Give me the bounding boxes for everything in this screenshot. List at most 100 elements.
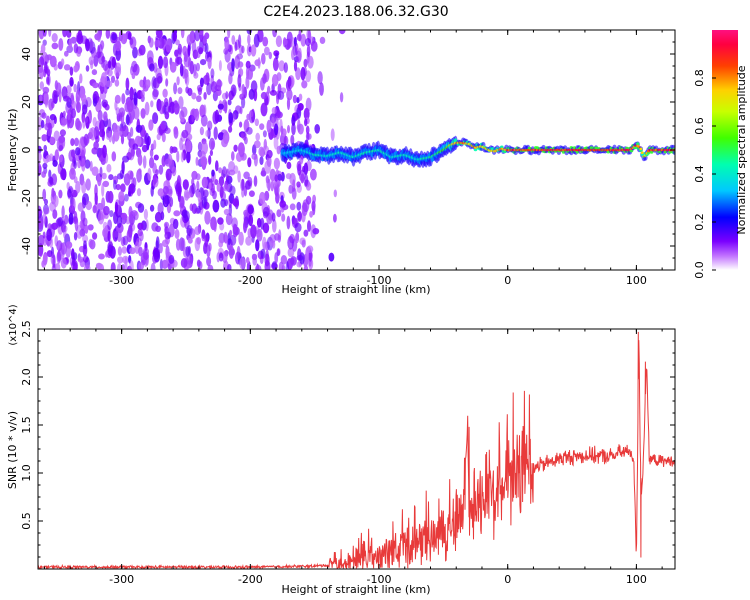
heatmap-cell <box>195 156 199 166</box>
heatmap-cell <box>168 254 175 264</box>
x-tick-label: -200 <box>238 573 263 586</box>
heatmap-cell <box>161 259 169 269</box>
heatmap-cell <box>188 57 192 72</box>
heatmap-cell <box>285 261 289 270</box>
heatmap-cell <box>154 39 161 48</box>
heatmap-cell <box>173 126 178 135</box>
heatmap-cell <box>101 197 106 210</box>
heatmap-cell <box>118 191 125 202</box>
heatmap-cell <box>61 118 68 126</box>
heatmap-cell <box>42 188 47 202</box>
heatmap-cell <box>52 209 58 220</box>
heatmap-cell <box>298 30 302 42</box>
heatmap-cell <box>297 248 302 261</box>
heatmap-cell <box>255 264 262 270</box>
heatmap-cell <box>92 82 99 89</box>
heatmap-cell <box>305 38 311 46</box>
heatmap-cell <box>123 33 127 43</box>
heatmap-cell <box>251 153 258 160</box>
x-tick-label: -200 <box>238 274 263 287</box>
heatmap-cell <box>151 76 157 90</box>
heatmap-cell <box>259 255 264 264</box>
heatmap-cell <box>141 144 148 153</box>
bottom-y-axis: 0.5 1.0 1.5 2.0 2.5 <box>20 320 675 570</box>
heatmap-cell <box>287 247 295 258</box>
heatmap-cell <box>105 80 113 88</box>
heatmap-cell <box>98 263 105 270</box>
heatmap-cell <box>204 210 211 225</box>
heatmap-cell <box>114 40 122 52</box>
heatmap-cell <box>142 247 150 256</box>
heatmap-cell <box>41 134 48 142</box>
heatmap-cell <box>239 121 243 128</box>
heatmap-cell <box>169 61 177 73</box>
heatmap-cell <box>199 104 206 118</box>
heatmap-cell <box>140 108 146 119</box>
heatmap-cell <box>120 183 126 193</box>
heatmap-cell <box>132 143 139 150</box>
heatmap-cell <box>292 94 297 104</box>
snr-panel: -300 -200 -100 0 100 0.5 1.0 1.5 2.0 2.5 Height … <box>6 304 676 596</box>
heatmap-cell <box>305 132 310 141</box>
heatmap-cell <box>272 57 279 72</box>
heatmap-cell <box>204 234 209 248</box>
heatmap-cell <box>230 84 237 97</box>
heatmap-cell <box>93 93 97 102</box>
heatmap-cell <box>280 125 284 135</box>
heatmap-cell <box>310 40 318 52</box>
heatmap-cell <box>298 47 302 62</box>
heatmap-cell <box>89 127 96 141</box>
heatmap-cell <box>218 240 224 248</box>
heatmap-cell <box>156 72 163 85</box>
heatmap-cell <box>303 162 309 175</box>
heatmap-cell <box>227 99 232 106</box>
heatmap-cell <box>314 124 321 134</box>
heatmap-cell <box>244 180 251 190</box>
heatmap-cell <box>301 80 308 89</box>
heatmap-cell <box>46 228 52 242</box>
top-x-axis: -300 -200 -100 0 100 <box>43 30 663 287</box>
heatmap-cell <box>260 102 268 117</box>
heatmap-cell <box>102 60 109 71</box>
heatmap-cell <box>74 217 79 232</box>
heatmap-cell <box>317 71 323 85</box>
heatmap-cell <box>209 149 213 156</box>
y-tick-label: 1.5 <box>20 416 33 434</box>
heatmap-cell <box>232 198 239 207</box>
heatmap-cell <box>115 107 121 117</box>
heatmap-cell <box>121 160 125 174</box>
heatmap-cell <box>210 140 215 150</box>
heatmap-cell <box>186 225 193 237</box>
heatmap-cell <box>84 224 89 234</box>
heatmap-cell <box>60 58 65 66</box>
heatmap-cell <box>38 151 42 162</box>
heatmap-cell <box>275 52 279 60</box>
heatmap-cell <box>266 155 272 168</box>
heatmap-cell <box>153 139 157 150</box>
heatmap-cell <box>54 149 59 161</box>
colorbar-tick-label: 0.0 <box>693 261 706 279</box>
heatmap-cell <box>108 174 114 181</box>
top-x-axis-label: Height of straight line (km) <box>281 283 430 296</box>
heatmap-cell <box>286 97 291 110</box>
heatmap-cell <box>297 103 304 111</box>
colorbar-tick-label: 0.6 <box>693 117 706 135</box>
heatmap-cell <box>42 211 47 224</box>
heatmap-cell <box>302 199 310 213</box>
heatmap-cell <box>95 135 100 143</box>
heatmap-cell <box>265 175 270 184</box>
heatmap-cell <box>147 167 152 181</box>
heatmap-cell <box>239 106 243 115</box>
heatmap-cell <box>162 185 169 195</box>
heatmap-cell <box>191 203 198 214</box>
heatmap-cell <box>148 37 154 48</box>
heatmap-cell <box>136 188 142 197</box>
heatmap-cell <box>249 110 254 118</box>
heatmap-cell <box>242 133 247 141</box>
heatmap-cell <box>263 241 268 251</box>
heatmap-cell <box>283 135 289 146</box>
heatmap-cell <box>262 222 270 234</box>
heatmap-cell <box>223 208 230 216</box>
heatmap-cell <box>281 213 286 222</box>
heatmap-cell <box>218 176 225 187</box>
